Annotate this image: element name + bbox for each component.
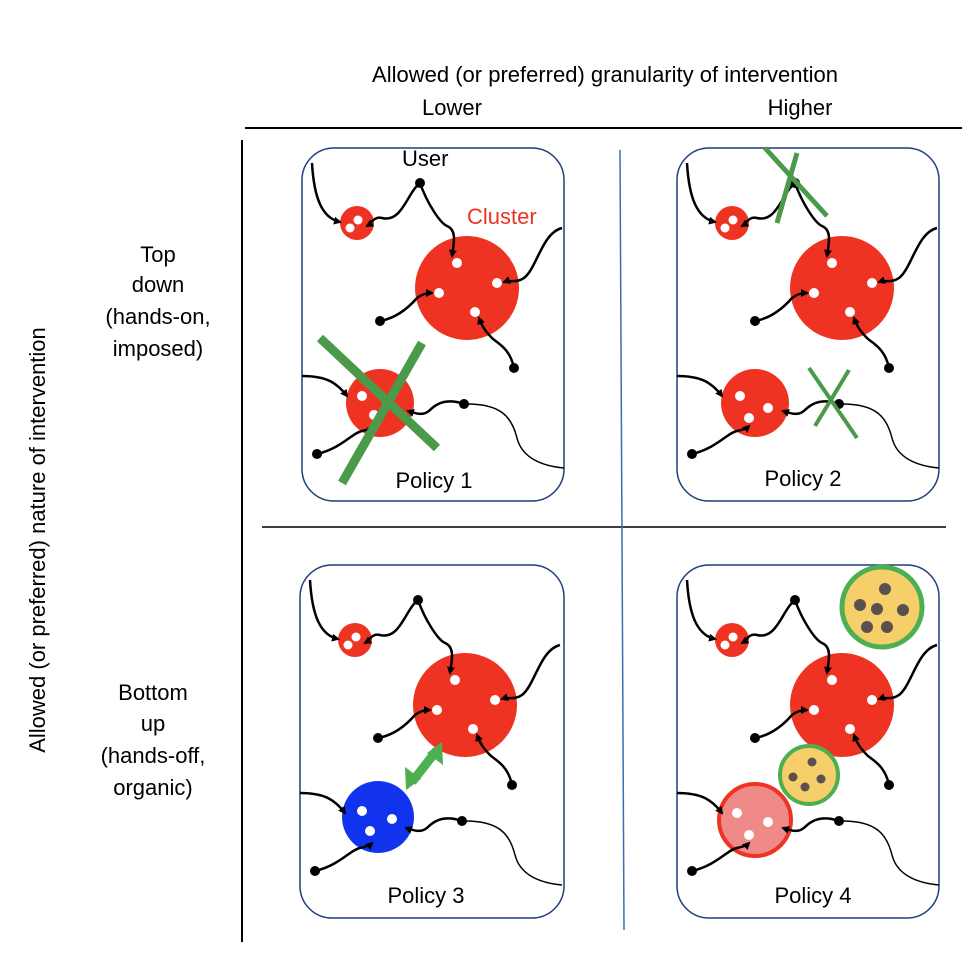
- policy-2-label: Policy 2: [764, 466, 841, 491]
- policy-1-label: Policy 1: [395, 468, 472, 493]
- svg-text:imposed): imposed): [113, 336, 203, 361]
- svg-text:(hands-on,: (hands-on,: [105, 304, 210, 329]
- svg-text:Bottom: Bottom: [118, 680, 188, 705]
- panel-frame: [676, 147, 940, 502]
- double-arrow-icon: [405, 742, 443, 790]
- column-label-higher: Higher: [768, 95, 833, 120]
- panel-policy-2: Policy 2: [676, 146, 940, 502]
- svg-text:(hands-off,: (hands-off,: [101, 743, 206, 768]
- svg-text:down: down: [132, 272, 185, 297]
- column-divider: [619, 149, 625, 931]
- organic-group-small: [778, 744, 840, 806]
- column-label-lower: Lower: [422, 95, 482, 120]
- svg-text:Top: Top: [140, 242, 175, 267]
- cross-out-icon: [316, 334, 441, 452]
- panel-policy-1: User Cluster Policy 1: [301, 146, 565, 502]
- row-axis-title: Allowed (or preferred) nature of interve…: [25, 327, 50, 753]
- panel-frame: [676, 564, 940, 919]
- cross-out-icon: [807, 366, 859, 440]
- user-label: User: [402, 146, 448, 171]
- policy-3-label: Policy 3: [387, 883, 464, 908]
- policy-4-label: Policy 4: [774, 883, 851, 908]
- svg-text:organic): organic): [113, 775, 192, 800]
- organic-group-large: [839, 564, 925, 650]
- column-axis-title: Allowed (or preferred) granularity of in…: [372, 62, 838, 87]
- svg-text:up: up: [141, 711, 165, 736]
- panel-frame: [299, 564, 565, 919]
- cross-out-icon: [763, 146, 829, 218]
- panel-policy-4: Policy 4: [676, 564, 940, 919]
- cluster-label: Cluster: [467, 204, 537, 229]
- row-label-bottom-up: Bottom up (hands-off, organic): [101, 680, 206, 800]
- panel-policy-3: Policy 3: [299, 564, 565, 919]
- row-label-top-down: Top down (hands-on, imposed): [105, 242, 210, 361]
- panel-frame: [301, 147, 565, 502]
